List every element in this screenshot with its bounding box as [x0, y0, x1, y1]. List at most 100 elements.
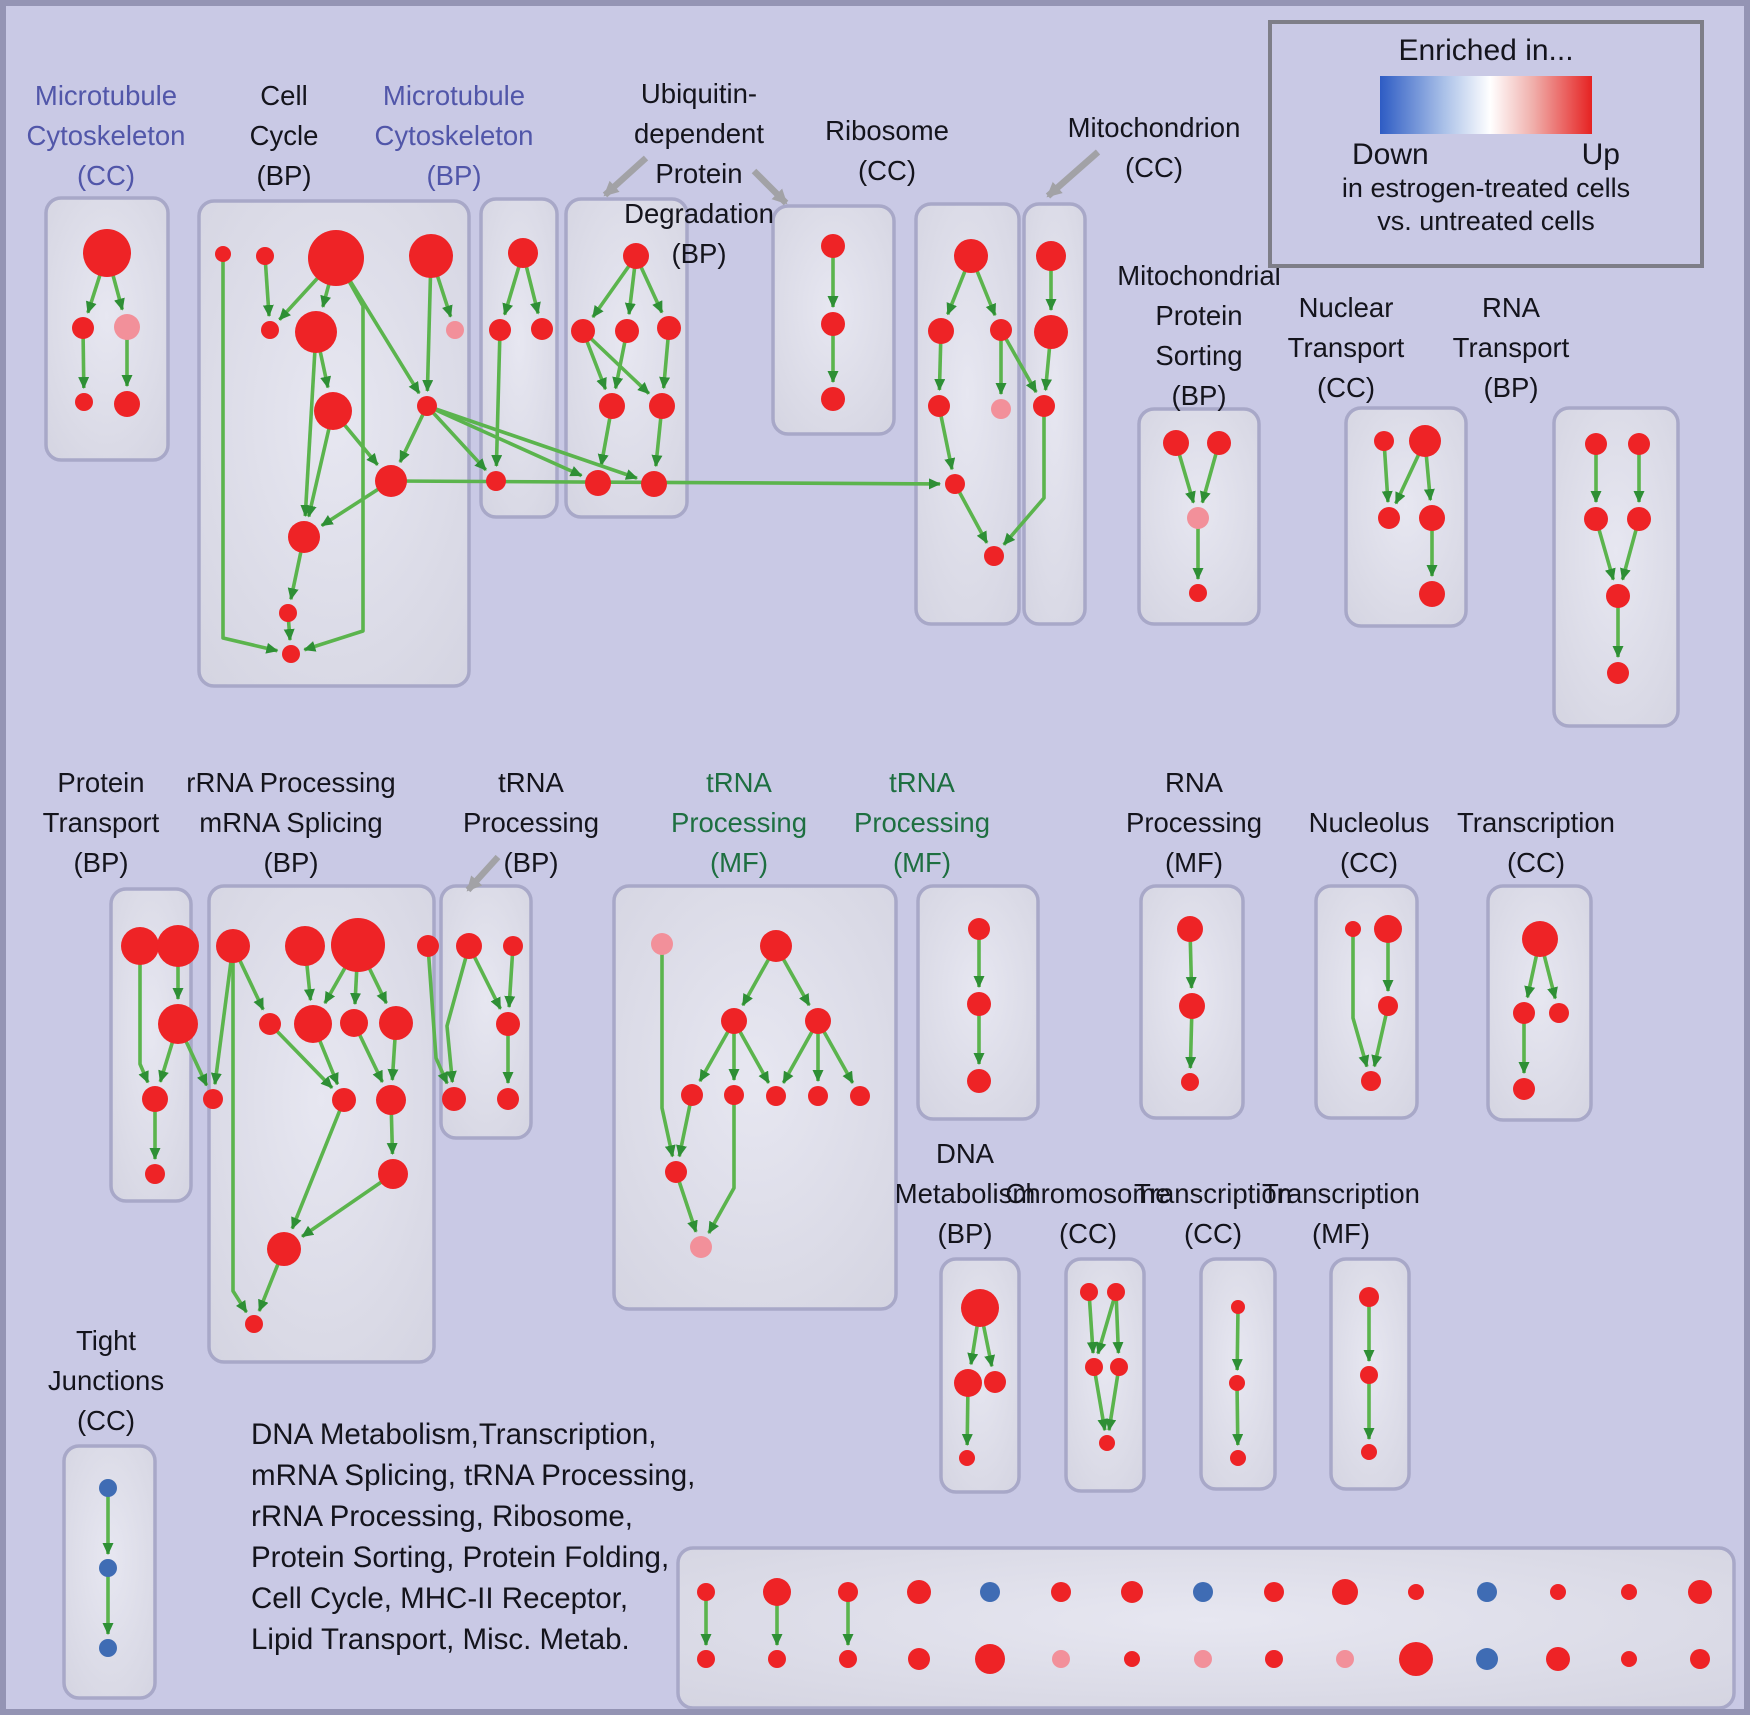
summary-line: rRNA Processing, Ribosome, — [251, 1500, 634, 1533]
edge-arrow — [221, 254, 279, 654]
cluster-box-rna-transport-bp — [1552, 406, 1680, 728]
cluster-label-trna-processing-mf-large: tRNA Processing (MF) — [670, 767, 808, 878]
label-pointer-arrow — [751, 168, 789, 206]
edge-arrow — [426, 404, 583, 478]
cluster-label-rna-transport-bp: RNA Transport (BP) — [1452, 292, 1570, 403]
go-term-node — [721, 1008, 747, 1034]
strip-bottom-node — [1124, 1651, 1140, 1667]
go-term-node — [417, 396, 437, 416]
go-term-node — [379, 1006, 413, 1040]
edge-arrow — [1231, 1306, 1243, 1371]
cluster-box-rrna-processing-mrna-splicing-bp — [207, 884, 436, 1364]
edge-arrow — [1095, 1291, 1118, 1355]
go-term-node — [928, 395, 950, 417]
go-term-node — [1419, 505, 1445, 531]
go-term-node — [1409, 425, 1441, 457]
strip-top-node — [1477, 1582, 1497, 1602]
go-term-node — [967, 992, 991, 1016]
go-term-node — [99, 1559, 117, 1577]
edge-arrow — [231, 946, 249, 1314]
go-term-node — [1177, 916, 1203, 942]
edge-arrow — [1105, 1366, 1121, 1432]
edge-arrow — [422, 255, 434, 393]
go-term-node — [1585, 433, 1607, 455]
cluster-label-nucleolus-cc: Nucleolus (CC) — [1308, 807, 1430, 878]
go-term-node — [409, 234, 453, 278]
go-term-node — [114, 391, 140, 417]
legend-axis-labels: Down Up — [1352, 138, 1620, 172]
go-term-node — [1607, 662, 1629, 684]
go-term-node — [571, 319, 595, 343]
go-term-node — [724, 1085, 744, 1105]
go-term-node — [657, 316, 681, 340]
label-pointer-arrow — [465, 854, 501, 893]
go-term-node — [121, 927, 159, 965]
go-term-node — [288, 521, 320, 553]
go-term-node — [261, 321, 279, 339]
go-term-node — [114, 314, 140, 340]
go-term-node — [157, 925, 199, 967]
go-term-node — [75, 393, 93, 411]
strip-bottom-node — [768, 1650, 786, 1668]
edge-arrow — [581, 329, 651, 395]
go-term-node — [1080, 1283, 1098, 1301]
go-term-node — [1584, 507, 1608, 531]
go-term-node — [486, 471, 506, 491]
edge-arrow — [953, 483, 989, 544]
go-term-node — [503, 936, 523, 956]
go-term-node — [1231, 1300, 1245, 1314]
cluster-box-mitochondrion-cc — [1022, 202, 1087, 626]
cluster-label-nuclear-transport-cc: Nuclear Transport (CC) — [1287, 292, 1405, 403]
edge-arrow — [262, 255, 274, 318]
cluster-label-rna-processing-mf: RNA Processing (MF) — [1125, 767, 1263, 878]
go-term-node — [332, 1088, 356, 1112]
go-term-node — [216, 929, 250, 963]
go-term-node — [1361, 1444, 1377, 1460]
strip-bottom-node — [839, 1650, 857, 1668]
go-term-node — [821, 234, 845, 258]
cluster-label-microtubule-cytoskeleton-bp: Microtubule Cytoskeleton (BP) — [374, 80, 534, 191]
go-term-node — [1085, 1358, 1103, 1376]
go-term-node — [1378, 996, 1398, 1016]
go-term-node — [259, 1013, 281, 1035]
summary-line: Lipid Transport, Misc. Metab. — [251, 1623, 630, 1656]
summary-line: DNA Metabolism,Transcription, — [251, 1418, 657, 1451]
network-graphic — [44, 149, 1736, 1709]
go-term-node — [99, 1479, 117, 1497]
edge-arrow — [1002, 406, 1046, 546]
strip-bottom-node — [908, 1648, 930, 1670]
cluster-box-merged-strip — [676, 1546, 1736, 1709]
go-term-node — [623, 243, 649, 269]
go-term-node — [1036, 241, 1066, 271]
edge-arrow — [425, 404, 488, 472]
legend-title: Enriched in... — [1398, 34, 1574, 67]
edge-arrow — [999, 329, 1038, 393]
go-term-node — [99, 1639, 117, 1657]
go-term-node — [651, 933, 673, 955]
cluster-box-protein-transport-bp — [109, 887, 193, 1203]
strip-top-node — [763, 1578, 791, 1606]
go-term-node — [279, 604, 297, 622]
legend-gradient-bar — [1380, 76, 1592, 134]
go-term-node — [821, 312, 845, 336]
edge-arrow — [398, 405, 429, 463]
go-term-node — [282, 645, 300, 663]
legend-box: Enriched in... Down Up in estrogen-treat… — [1268, 20, 1704, 268]
edge-arrow — [491, 329, 503, 468]
go-term-node — [203, 1089, 223, 1109]
summary-line: Protein Sorting, Protein Folding, — [251, 1541, 670, 1574]
strip-top-node — [980, 1582, 1000, 1602]
strip-bottom-node — [1194, 1650, 1212, 1668]
cluster-box-trna-processing-mf-large — [612, 884, 898, 1311]
go-term-node — [376, 1085, 406, 1115]
go-term-node — [1034, 315, 1068, 349]
edge-arrow — [445, 945, 471, 1084]
legend-subtitle-1: in estrogen-treated cells — [1341, 173, 1631, 203]
go-term-node — [378, 1159, 408, 1189]
cluster-label-mitochondrion-cc: Mitochondrion (CC) — [1067, 112, 1241, 183]
edge-arrow — [660, 944, 676, 1158]
strip-top-node — [1550, 1584, 1566, 1600]
strip-top-node — [1051, 1582, 1071, 1602]
go-term-node — [267, 1232, 301, 1266]
go-term-node — [805, 1008, 831, 1034]
